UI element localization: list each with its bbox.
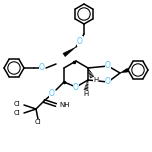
Polygon shape xyxy=(63,47,76,57)
Polygon shape xyxy=(120,68,129,73)
Text: O: O xyxy=(49,90,55,98)
Text: Cl: Cl xyxy=(13,110,20,116)
Text: Cl: Cl xyxy=(13,101,20,107)
Text: O: O xyxy=(105,78,111,86)
Text: H: H xyxy=(83,91,89,97)
Text: NH: NH xyxy=(59,102,69,108)
Text: O: O xyxy=(105,62,111,71)
Text: H: H xyxy=(93,77,99,83)
Text: O: O xyxy=(73,83,79,92)
Text: O: O xyxy=(39,64,45,73)
Text: Cl: Cl xyxy=(35,119,41,125)
Text: O: O xyxy=(77,36,83,45)
